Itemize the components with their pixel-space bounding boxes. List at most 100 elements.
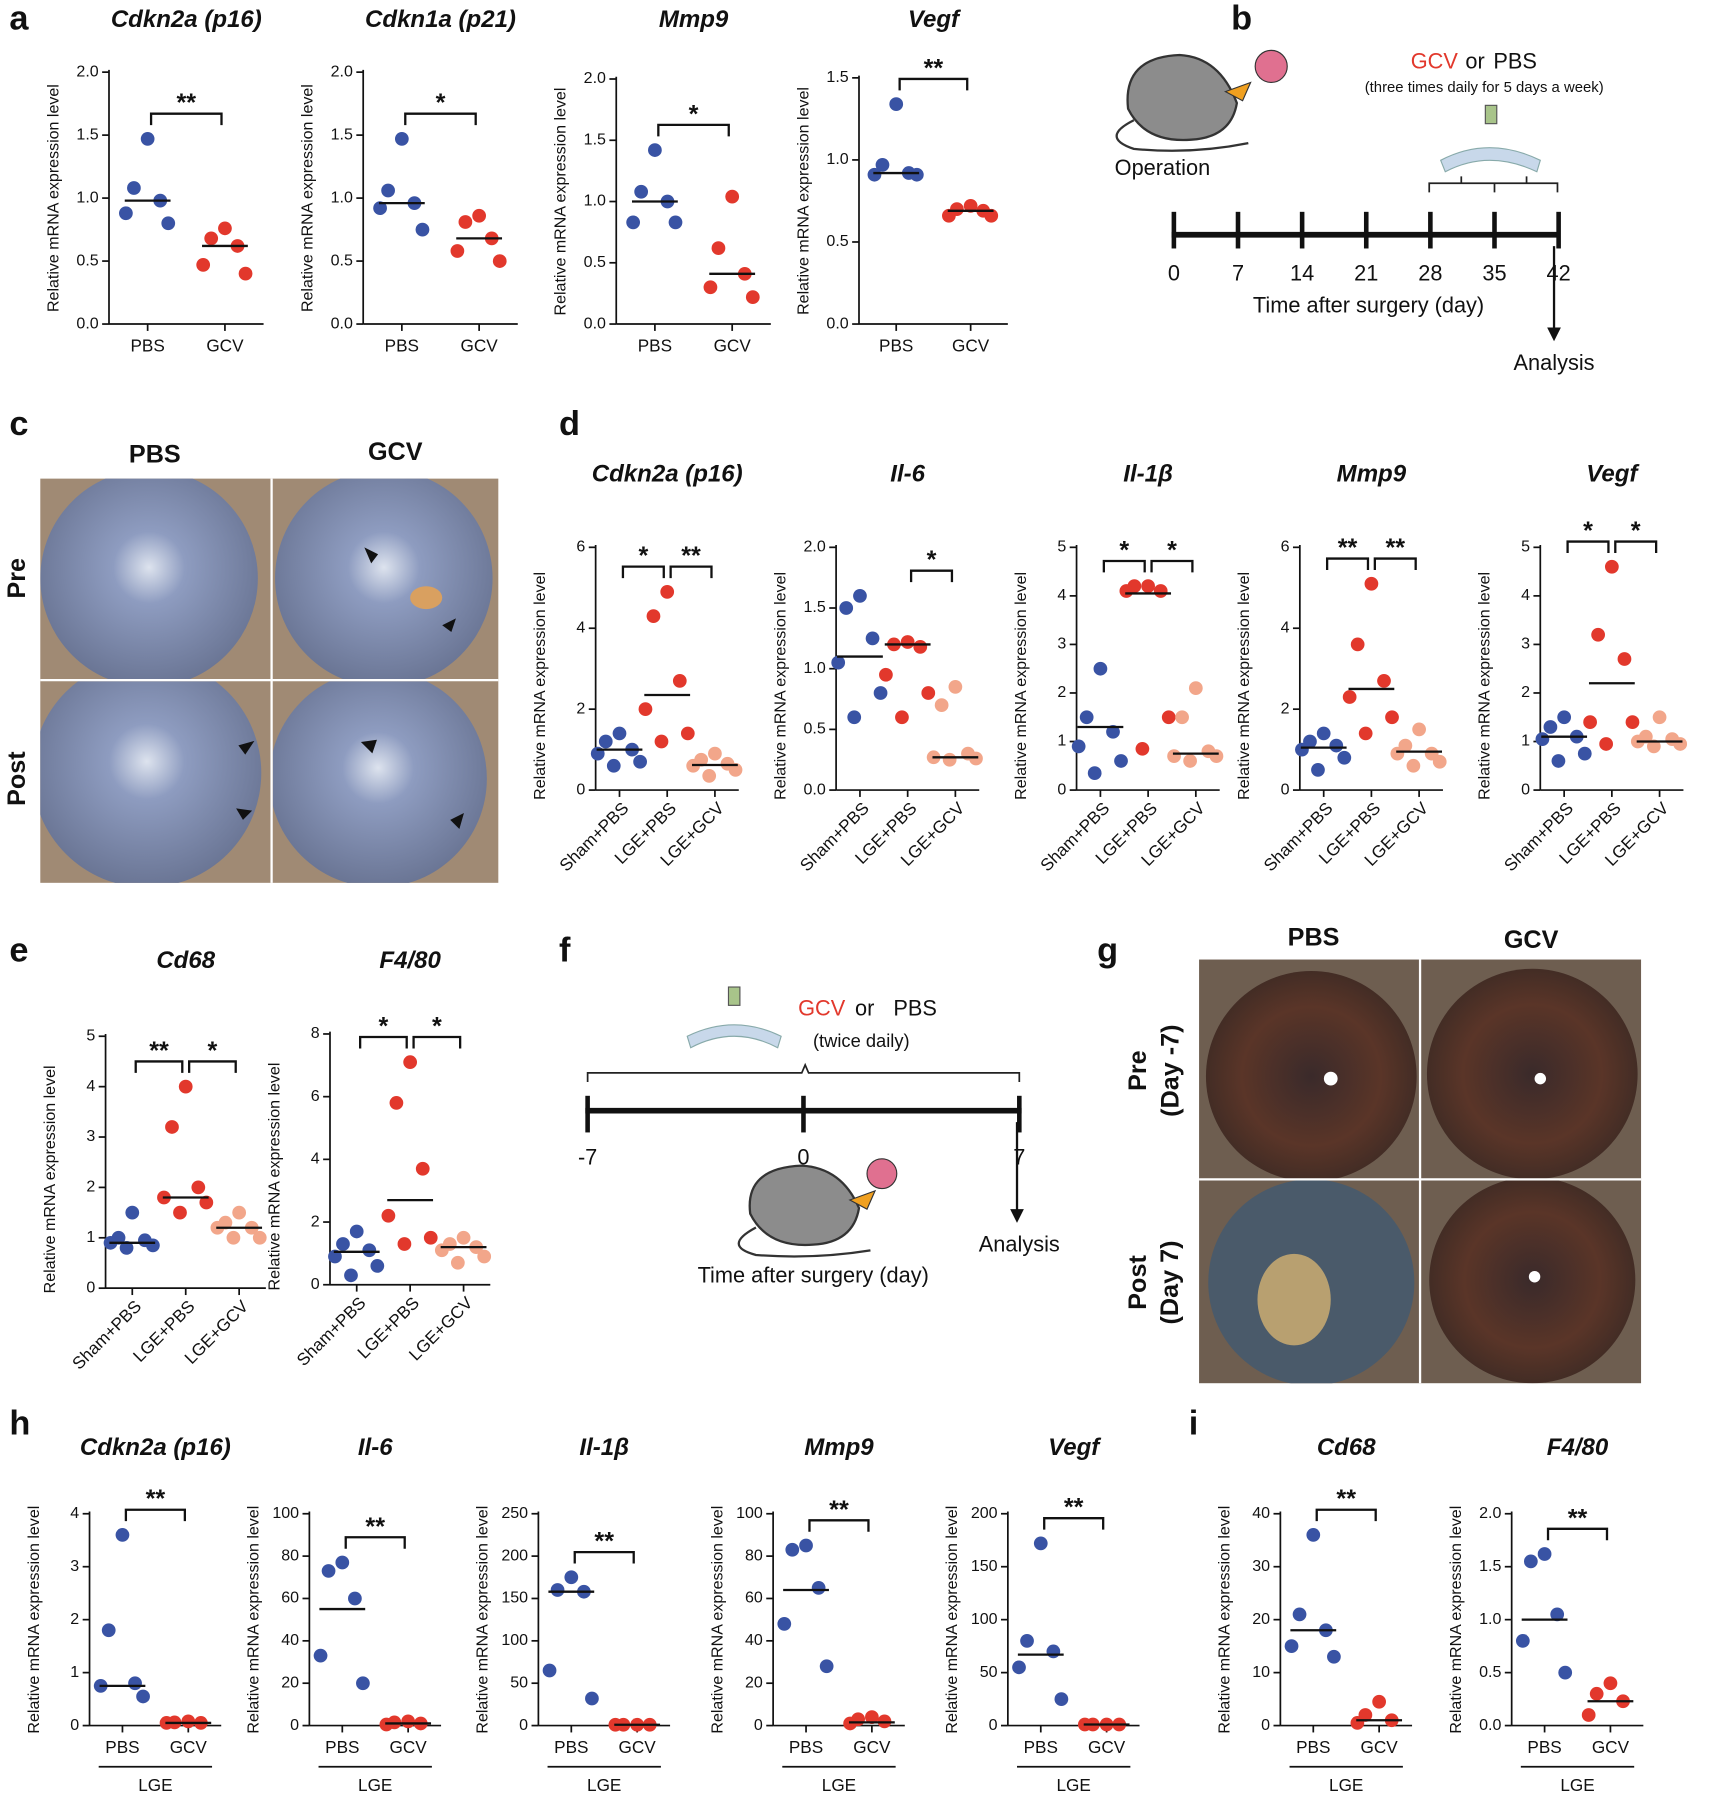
significance-label: ** — [1064, 1494, 1084, 1522]
data-point — [349, 1224, 364, 1239]
significance-bracket — [1150, 559, 1194, 573]
data-point — [638, 702, 653, 717]
y-tick-label: 30 — [1252, 1557, 1270, 1575]
data-point — [238, 266, 253, 281]
row-label: Post — [1124, 1255, 1152, 1310]
data-point — [348, 1591, 362, 1606]
y-tick-label: 1.0 — [1479, 1610, 1501, 1628]
data-point — [394, 132, 409, 146]
row-label: Pre — [3, 558, 31, 599]
data-point — [1295, 742, 1309, 757]
brace — [586, 1062, 1021, 1083]
data-point — [1550, 1607, 1565, 1622]
data-point — [1183, 754, 1197, 768]
data-point — [146, 1238, 160, 1253]
y-tick-label: 4 — [1057, 586, 1066, 604]
y-tick-label: 0.5 — [584, 253, 606, 271]
x-tick-label: GCV — [390, 1737, 428, 1757]
significance-label: * — [208, 1037, 218, 1065]
y-tick-label: 1.5 — [584, 131, 606, 149]
data-point — [934, 698, 949, 712]
y-tick-label: 2.0 — [1479, 1504, 1501, 1522]
control-label: PBS — [1493, 49, 1537, 74]
data-point — [1209, 749, 1224, 763]
data-point — [1364, 576, 1379, 591]
significance-bracket — [1315, 1508, 1377, 1522]
timeline-label: -7 — [578, 1145, 597, 1170]
data-point — [969, 751, 983, 766]
data-point — [606, 758, 621, 773]
data-point — [1358, 726, 1373, 741]
data-point — [1167, 749, 1181, 763]
photos-g: PBS GCV Pre (Day -7) Post (Day 7) — [1124, 924, 1642, 1384]
data-point — [1551, 754, 1566, 768]
significance-bracket — [1614, 540, 1658, 554]
y-tick-label: 0 — [754, 1716, 763, 1734]
chart-title: Il-1β — [1123, 461, 1173, 488]
data-point — [895, 710, 909, 725]
y-tick-label: 0 — [311, 1275, 320, 1293]
x-tick-label: GCV — [853, 1737, 891, 1757]
y-tick-label: 3 — [1521, 635, 1530, 653]
data-point — [948, 680, 963, 694]
data-point — [1581, 1708, 1596, 1722]
y-tick-label: 1 — [1057, 732, 1066, 750]
y-tick-label: 100 — [501, 1631, 528, 1649]
data-point — [626, 215, 641, 230]
x-tick-label: GCV — [619, 1737, 657, 1757]
y-tick-label: 0 — [1281, 780, 1290, 798]
y-tick-label: 0 — [1261, 1716, 1270, 1734]
y-tick-label: 0.5 — [331, 251, 353, 269]
brain — [866, 1158, 898, 1190]
tool — [1224, 81, 1252, 102]
cornea — [1439, 147, 1541, 173]
data-point — [381, 183, 395, 198]
significance-label: ** — [176, 89, 196, 117]
significance-bracket — [657, 123, 730, 137]
chart-title: Vegf — [1048, 1434, 1102, 1461]
x-tick-label: PBS — [1296, 1737, 1330, 1757]
y-tick-label: 1.5 — [1479, 1557, 1501, 1575]
data-point — [1153, 584, 1168, 598]
data-point — [128, 1676, 142, 1691]
x-axis-label: Time after surgery (day) — [698, 1262, 929, 1287]
data-point — [963, 199, 978, 213]
x-tick-label: GCV — [714, 335, 752, 355]
panel-label: c — [9, 405, 28, 443]
y-tick-label: 150 — [971, 1557, 998, 1575]
data-point — [777, 1617, 792, 1631]
data-point — [1284, 1639, 1299, 1654]
data-point — [865, 631, 880, 646]
brace — [1428, 176, 1559, 193]
data-point — [1327, 1649, 1341, 1664]
schedule: (three times daily for 5 days a week) — [1365, 80, 1604, 96]
y-tick-label: 2 — [1521, 683, 1530, 701]
data-point — [321, 1564, 336, 1578]
y-tick-label: 100 — [272, 1504, 299, 1522]
y-tick-label: 2 — [311, 1212, 320, 1230]
data-point — [612, 726, 627, 741]
y-axis-label: Relative mRNA expression level — [794, 87, 812, 315]
data-point — [564, 1570, 579, 1585]
chart-title: Cd68 — [156, 947, 215, 974]
data-point — [668, 215, 683, 230]
data-point — [900, 635, 915, 649]
y-axis-label: Relative mRNA expression level — [41, 1065, 59, 1293]
y-tick-label: 2 — [576, 699, 585, 717]
significance-label: ** — [1336, 1485, 1356, 1513]
x-tick-label: PBS — [1527, 1737, 1561, 1757]
operation-label: Operation — [1115, 155, 1211, 180]
data-point — [458, 215, 473, 229]
cornea — [686, 1024, 782, 1049]
y-tick-label: 2 — [1057, 683, 1066, 701]
y-axis-label: Relative mRNA expression level — [25, 1506, 43, 1734]
or-label: or — [855, 996, 874, 1021]
drug-label: GCV — [1411, 49, 1459, 74]
y-tick-label: 0.5 — [826, 232, 848, 250]
y-axis-label: Relative mRNA expression level — [1216, 1506, 1234, 1734]
data-point — [942, 208, 956, 223]
y-tick-label: 0.5 — [76, 251, 98, 269]
y-tick-label: 200 — [501, 1546, 528, 1564]
y-tick-label: 100 — [736, 1504, 763, 1522]
